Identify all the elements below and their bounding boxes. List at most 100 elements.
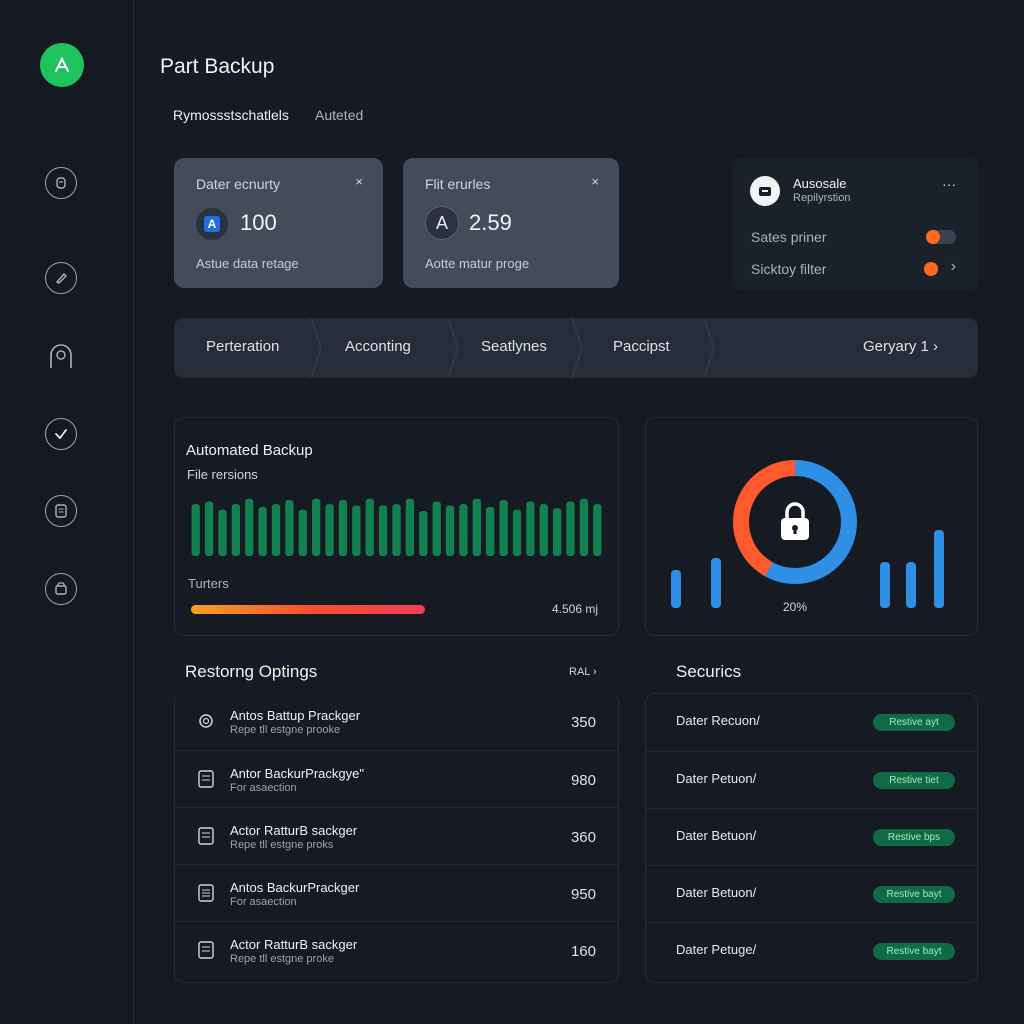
version-bar [405,498,415,556]
percent-label: 20% [783,600,808,614]
autosale-subtitle: Repilyrstion [793,192,851,204]
logo-icon [55,56,69,72]
nav-archive-icon[interactable] [45,573,77,605]
version-bar [245,498,254,556]
version-bar [526,501,535,556]
stat-subtitle: Aotte matur proge [425,256,530,271]
list-item[interactable]: Dater Petuon/ Restive tiet [646,751,977,808]
version-bar [352,505,361,556]
list-item[interactable]: Actor RatturB sackger Repe tll estgne pr… [175,921,618,978]
version-bar [486,506,495,556]
version-bar [566,501,575,556]
panel-subtitle: File rersions [187,467,258,482]
step-separator [310,318,322,378]
step-item[interactable]: Paccipst [613,338,670,355]
step-item[interactable]: Seatlynes [481,338,547,355]
step-separator [447,318,459,378]
list-item[interactable]: Antos Battup Prackger Repe tll estgne pr… [175,693,618,750]
list-item[interactable]: Actor RatturB sackger Repe tll estgne pr… [175,807,618,864]
progress-track [191,605,601,614]
more-options-icon[interactable]: ··· [942,176,956,192]
list-item[interactable]: Dater Petuge/ Restive bayt [646,922,977,979]
nav-check-icon[interactable] [45,418,77,450]
version-bar [445,505,455,556]
chart-bar [880,562,890,608]
row-title: Antos BackurPrackger [230,880,360,895]
status-badge[interactable]: Restive ayt [873,714,955,731]
version-bar [419,511,428,556]
row-title: Antor BackurPrackgye" [230,766,364,781]
version-bar [231,504,241,556]
list-item[interactable]: Dater Recuon/ Restive ayt [646,694,977,751]
version-bar [539,504,548,556]
version-bar [378,505,388,556]
file-versions-chart [191,498,602,556]
row-label: Dater Petuge/ [676,942,757,957]
step-item[interactable]: Acconting [345,338,411,355]
stat-label: Dater ecnurty [196,176,281,192]
close-icon[interactable]: × [591,174,599,189]
close-icon[interactable]: × [355,174,363,189]
autosale-item-label: Sicktoy filter [751,261,827,277]
progress-fill [191,605,425,614]
version-bar [512,509,522,556]
document-icon [198,827,214,845]
version-bar [258,506,267,556]
stat-card-data-security[interactable]: Dater ecnurty × A 100 Astue data retage [174,158,383,288]
autosale-title: Ausosale [793,176,847,191]
status-badge[interactable]: Restive bayt [873,943,955,960]
version-bar [472,498,481,556]
row-value: 980 [570,772,596,789]
step-separator [571,318,583,378]
pager-button[interactable]: Geryary 1 › [863,338,939,355]
letter-avatar-icon: A [425,206,459,240]
row-title: Actor RatturB sackger [230,823,358,838]
row-value: 950 [570,886,596,903]
status-badge[interactable]: Restive bayt [873,886,955,903]
nav-arch-icon[interactable] [45,341,77,373]
version-bar [218,509,227,556]
alert-dot-icon [924,262,938,276]
version-bar [204,501,214,556]
document-icon [198,941,214,959]
security-chart [671,460,944,608]
step-separator [703,318,715,378]
status-badge[interactable]: Restive bps [873,829,955,846]
version-bar [191,504,200,556]
app-logo[interactable] [40,43,84,87]
view-all-link[interactable]: RAL › [569,666,597,678]
version-bar [593,504,602,556]
securics-list: Dater Recuon/ Restive ayt Dater Petuon/ … [645,693,978,983]
chart-bar [906,562,916,608]
chevron-right-icon[interactable]: › [950,258,956,275]
row-subtitle: Repe tll estgne proks [230,839,334,851]
nav-edit-icon[interactable] [45,262,77,294]
row-label: Dater Recuon/ [676,713,760,728]
list-icon [198,884,214,902]
list-item[interactable]: Antor BackurPrackgye" For asaection 980 [175,750,618,807]
tab-overview[interactable]: Rymossstschatlels [173,107,289,123]
tab-audited[interactable]: Auteted [315,107,364,123]
status-badge[interactable]: Restive tiet [873,772,955,789]
app-store-icon: A [196,208,228,240]
chart-bar [711,558,721,608]
page-title: Part Backup [160,55,275,78]
version-bar [432,501,441,556]
row-value: 160 [570,943,596,960]
row-subtitle: For asaection [230,782,297,794]
autosale-item-label: Sates priner [751,229,827,245]
row-title: Antos Battup Prackger [230,708,361,723]
list-item[interactable]: Dater Betuon/ Restive bayt [646,865,977,922]
stat-label: Flit erurles [425,176,491,192]
list-item[interactable]: Antos BackurPrackger For asaection 950 [175,864,618,921]
toggle-switch[interactable] [926,230,956,244]
restoring-list: Antos Battup Prackger Repe tll estgne pr… [174,693,619,983]
version-bar [298,509,307,556]
row-label: Dater Betuon/ [676,828,757,843]
nav-robot-icon[interactable] [45,167,77,199]
stat-card-file-errors[interactable]: Flit erurles × A 2.59 Aotte matur proge [403,158,619,288]
nav-document-icon[interactable] [45,495,77,527]
row-subtitle: Repe tll estgne proke [230,953,334,965]
step-item[interactable]: Perteration [206,338,280,355]
list-item[interactable]: Dater Betuon/ Restive bps [646,808,977,865]
